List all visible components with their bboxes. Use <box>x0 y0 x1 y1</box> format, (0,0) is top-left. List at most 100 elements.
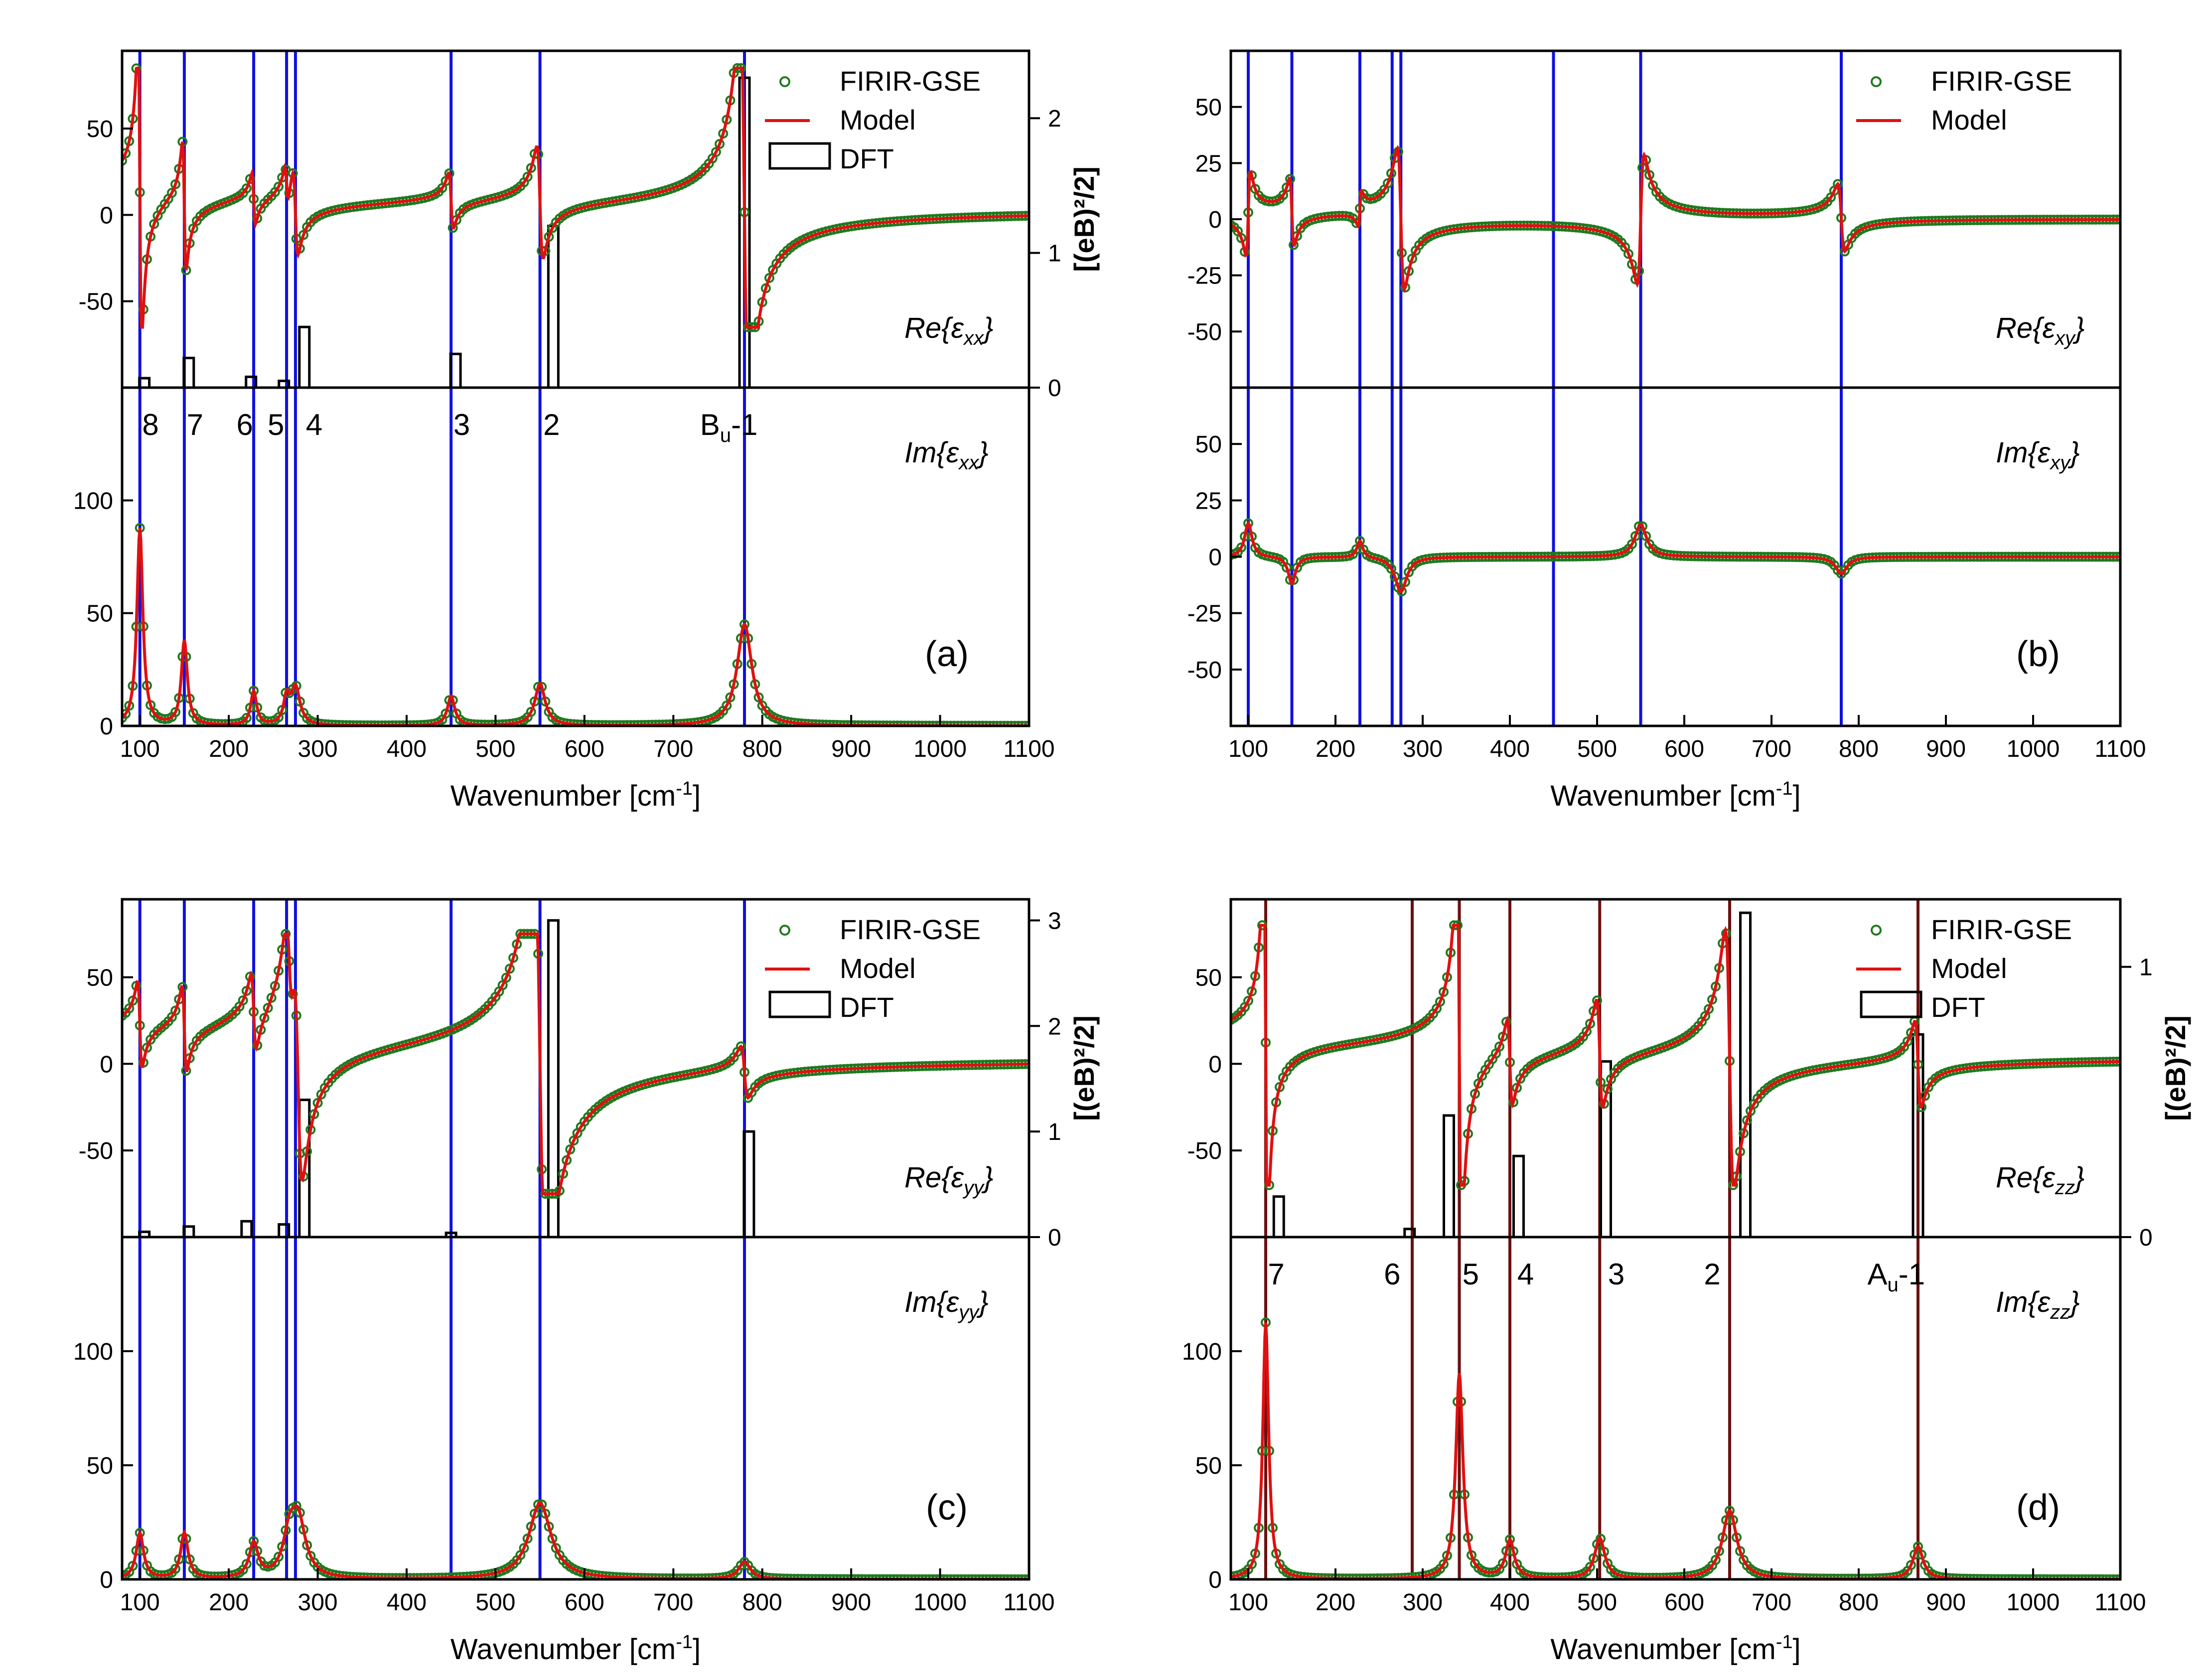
re-data-point <box>122 155 127 166</box>
im-label: Im{εxy} <box>1996 436 2080 474</box>
xtick-label: 900 <box>831 736 871 762</box>
legend-dft-box <box>1860 990 1922 1018</box>
re-model-line <box>1231 144 2120 293</box>
xtick-label: 400 <box>1490 1589 1530 1616</box>
xtick-label: 900 <box>1926 736 1966 762</box>
im-ytick-label: 50 <box>1195 1453 1222 1479</box>
re-ytick-label: 50 <box>1195 965 1222 991</box>
im-data-point <box>1243 518 1253 529</box>
panel-label: (d) <box>2016 1488 2060 1528</box>
xtick-label: 200 <box>1316 736 1355 762</box>
xtick-label: 700 <box>1752 736 1791 762</box>
im-ytick-label: 50 <box>87 601 113 627</box>
xtick-label: 800 <box>1839 1589 1879 1616</box>
dft-ytick-label: 0 <box>2139 1225 2153 1251</box>
im-data-point <box>249 1536 259 1546</box>
im-label: Im{εxx} <box>904 436 989 474</box>
im-ytick-label: 0 <box>100 713 113 740</box>
panel-label: (a) <box>925 634 969 674</box>
dft-ytick-label: 1 <box>1048 241 1061 267</box>
dft-bar <box>1739 911 1752 1239</box>
xtick-label: 700 <box>653 1589 693 1616</box>
im-ytick-label: 25 <box>1195 488 1222 514</box>
im-series <box>1231 1317 2120 1579</box>
xtick-label: 500 <box>475 1589 515 1616</box>
xtick-label: 900 <box>831 1589 871 1616</box>
im-data-point <box>1236 542 1246 553</box>
re-series <box>122 929 1029 1199</box>
mode-label: 2 <box>1704 1258 1720 1291</box>
xtick-label: 400 <box>1490 736 1530 762</box>
panel-label: (b) <box>2016 634 2060 674</box>
im-data-point <box>274 1551 284 1562</box>
legend-label: DFT <box>840 991 894 1023</box>
re-ytick-label: 0 <box>100 202 113 229</box>
x-axis-label: Wavenumber [cm-1] <box>1550 778 1800 812</box>
mode-label: 6 <box>1384 1258 1400 1291</box>
re-data-point <box>238 995 248 1005</box>
legend-dft-box <box>768 990 831 1018</box>
im-data-point <box>170 1563 181 1574</box>
xtick-label: 600 <box>565 1589 604 1616</box>
xtick-label: 200 <box>1316 1589 1355 1616</box>
mode-label: 6 <box>237 408 253 441</box>
re-label: Re{εzz} <box>1996 1161 2084 1199</box>
xtick-label: 400 <box>387 1589 427 1616</box>
im-ytick-label: 100 <box>1182 1339 1222 1365</box>
re-model-line <box>1231 924 2120 1187</box>
re-ytick-label: 50 <box>87 965 113 991</box>
re-ytick-label: 0 <box>100 1051 113 1078</box>
im-series <box>1231 518 2120 596</box>
legend-label: FIRIR-GSE <box>1931 914 2072 945</box>
dft-ylabel: [(eB)²/2] <box>1068 1015 1100 1121</box>
im-data-point <box>1585 1562 1595 1572</box>
im-model-line <box>122 528 1029 726</box>
im-data-point <box>1439 1559 1449 1569</box>
re-label: Re{εxy} <box>1996 312 2084 349</box>
im-ytick-label: 0 <box>1208 545 1222 571</box>
im-data-point <box>1725 1506 1735 1516</box>
re-data-point <box>1582 1026 1592 1037</box>
im-ytick-label: -25 <box>1187 601 1222 627</box>
im-data-point <box>1355 536 1365 546</box>
legend-data-marker <box>1871 76 1882 87</box>
im-data-point <box>1627 539 1637 550</box>
re-label: Re{εxx} <box>904 312 993 349</box>
im-frame <box>121 1236 1031 1581</box>
re-data-point <box>1704 1004 1714 1014</box>
re-data-point <box>711 147 721 157</box>
im-ytick-label: 50 <box>87 1453 113 1479</box>
xtick-label: 1100 <box>2094 736 2146 762</box>
xtick-label: 100 <box>1228 1589 1268 1616</box>
legend-label: DFT <box>1931 991 1985 1023</box>
legend-label: FIRIR-GSE <box>1931 65 2072 97</box>
im-data-point <box>1913 1541 1923 1552</box>
re-data-point <box>274 181 284 192</box>
legend-data-marker <box>779 925 790 936</box>
dft-bar <box>1272 1195 1285 1239</box>
im-data-point <box>1397 586 1407 596</box>
im-ytick-label: 50 <box>1195 431 1222 458</box>
xtick-label: 700 <box>1752 1589 1791 1616</box>
mode-label: 4 <box>1517 1258 1534 1291</box>
re-data-point <box>1231 220 1236 230</box>
re-data-point <box>1903 1036 1913 1047</box>
re-data-point <box>166 187 177 198</box>
dft-ytick-label: 1 <box>2139 955 2153 981</box>
legend-label: DFT <box>840 143 894 174</box>
mode-label: Au-1 <box>1868 1258 1925 1296</box>
im-ytick-label: 100 <box>73 488 113 514</box>
xtick-label: 100 <box>120 736 160 762</box>
re-ytick-label: 0 <box>1208 207 1222 233</box>
im-data-point <box>122 708 131 719</box>
xtick-label: 1100 <box>2094 1589 2146 1616</box>
mode-label: 3 <box>1608 1258 1624 1291</box>
im-data-point <box>739 619 750 630</box>
re-data-point <box>522 171 533 182</box>
re-data-point <box>124 1003 135 1014</box>
dft-ytick-label: 0 <box>1048 375 1061 402</box>
legend-label: Model <box>840 953 916 984</box>
x-axis-label: Wavenumber [cm-1] <box>450 778 701 812</box>
